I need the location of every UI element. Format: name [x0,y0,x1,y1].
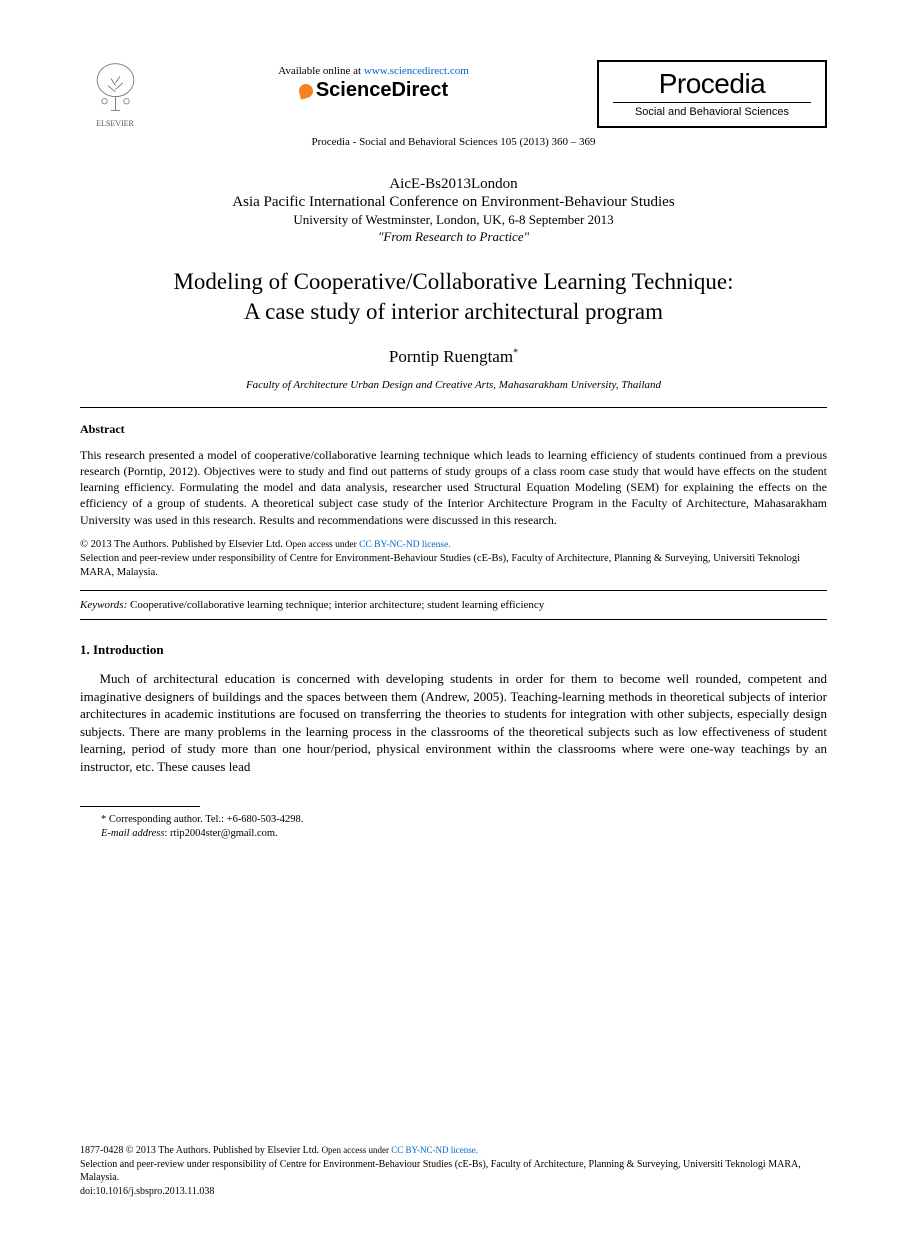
header-row: ELSEVIER Available online at www.science… [80,60,827,128]
author-affiliation: Faculty of Architecture Urban Design and… [80,379,827,401]
sciencedirect-logo: ScienceDirect [150,79,597,102]
title-line2: A case study of interior architectural p… [244,299,663,324]
open-access-label: Open access under [286,540,360,550]
procedia-title: Procedia [613,68,811,100]
page-container: ELSEVIER Available online at www.science… [0,0,907,882]
center-header: Available online at www.sciencedirect.co… [150,60,597,102]
footer-issn-prefix: 1877-0428 © 2013 The Authors. Published … [80,1145,322,1156]
email-address: : rtip2004ster@gmail.com. [164,828,277,839]
footnote-separator [80,806,200,807]
corresponding-author: * Corresponding author. Tel.: +6-680-503… [101,813,827,828]
abstract-text: This research presented a model of coope… [80,447,827,528]
procedia-subtitle: Social and Behavioral Sciences [613,102,811,118]
divider-top [80,407,827,408]
journal-citation: Procedia - Social and Behavioral Science… [80,136,827,148]
footer-doi: doi:10.1016/j.sbspro.2013.11.038 [80,1185,827,1199]
procedia-box: Procedia Social and Behavioral Sciences [597,60,827,128]
conference-venue: University of Westminster, London, UK, 6… [80,212,827,228]
keywords-label: Keywords: [80,599,127,611]
section-heading-intro: 1. Introduction [80,642,827,658]
copyright-line1: © 2013 The Authors. Published by Elsevie… [80,539,286,550]
elsevier-label: ELSEVIER [80,119,150,128]
keywords-text: Cooperative/collaborative learning techn… [127,599,544,611]
divider-mid2 [80,619,827,620]
paper-title: Modeling of Cooperative/Collaborative Le… [80,267,827,327]
title-line1: Modeling of Cooperative/Collaborative Le… [173,269,733,294]
conference-block: AicE-Bs2013London Asia Pacific Internati… [80,176,827,245]
divider-mid1 [80,590,827,591]
footnote-block: * Corresponding author. Tel.: +6-680-503… [80,813,827,842]
footer-peer-review: Selection and peer-review under responsi… [80,1158,827,1185]
footer-issn-line: 1877-0428 © 2013 The Authors. Published … [80,1144,827,1158]
intro-paragraph-1: Much of architectural education is conce… [80,670,827,775]
email-label: E-mail address [101,828,164,839]
available-online-text: Available online at www.sciencedirect.co… [150,65,597,77]
author-name: Porntip Ruengtam* [80,347,827,367]
conference-tagline: "From Research to Practice" [80,229,827,245]
elsevier-logo: ELSEVIER [80,60,150,128]
cc-license-link[interactable]: CC BY-NC-ND license. [359,540,451,550]
sciencedirect-text: ScienceDirect [316,79,448,101]
author-mark: * [513,347,518,358]
footer-block: 1877-0428 © 2013 The Authors. Published … [80,1144,827,1198]
copyright-block: © 2013 The Authors. Published by Elsevie… [80,538,827,581]
sd-swoosh-icon [297,82,314,99]
footer-cc-link[interactable]: CC BY-NC-ND license. [391,1145,478,1155]
author-text: Porntip Ruengtam [389,347,513,366]
footer-open-access: Open access under [322,1145,392,1155]
available-prefix: Available online at [278,65,364,77]
keywords-line: Keywords: Cooperative/collaborative lear… [80,599,827,611]
copyright-line2: Selection and peer-review under responsi… [80,553,800,578]
sciencedirect-url[interactable]: www.sciencedirect.com [364,65,469,77]
elsevier-tree-icon [88,60,143,115]
abstract-heading: Abstract [80,422,827,437]
conference-code: AicE-Bs2013London [80,176,827,193]
email-line: E-mail address: rtip2004ster@gmail.com. [101,827,827,842]
conference-name: Asia Pacific International Conference on… [80,194,827,211]
